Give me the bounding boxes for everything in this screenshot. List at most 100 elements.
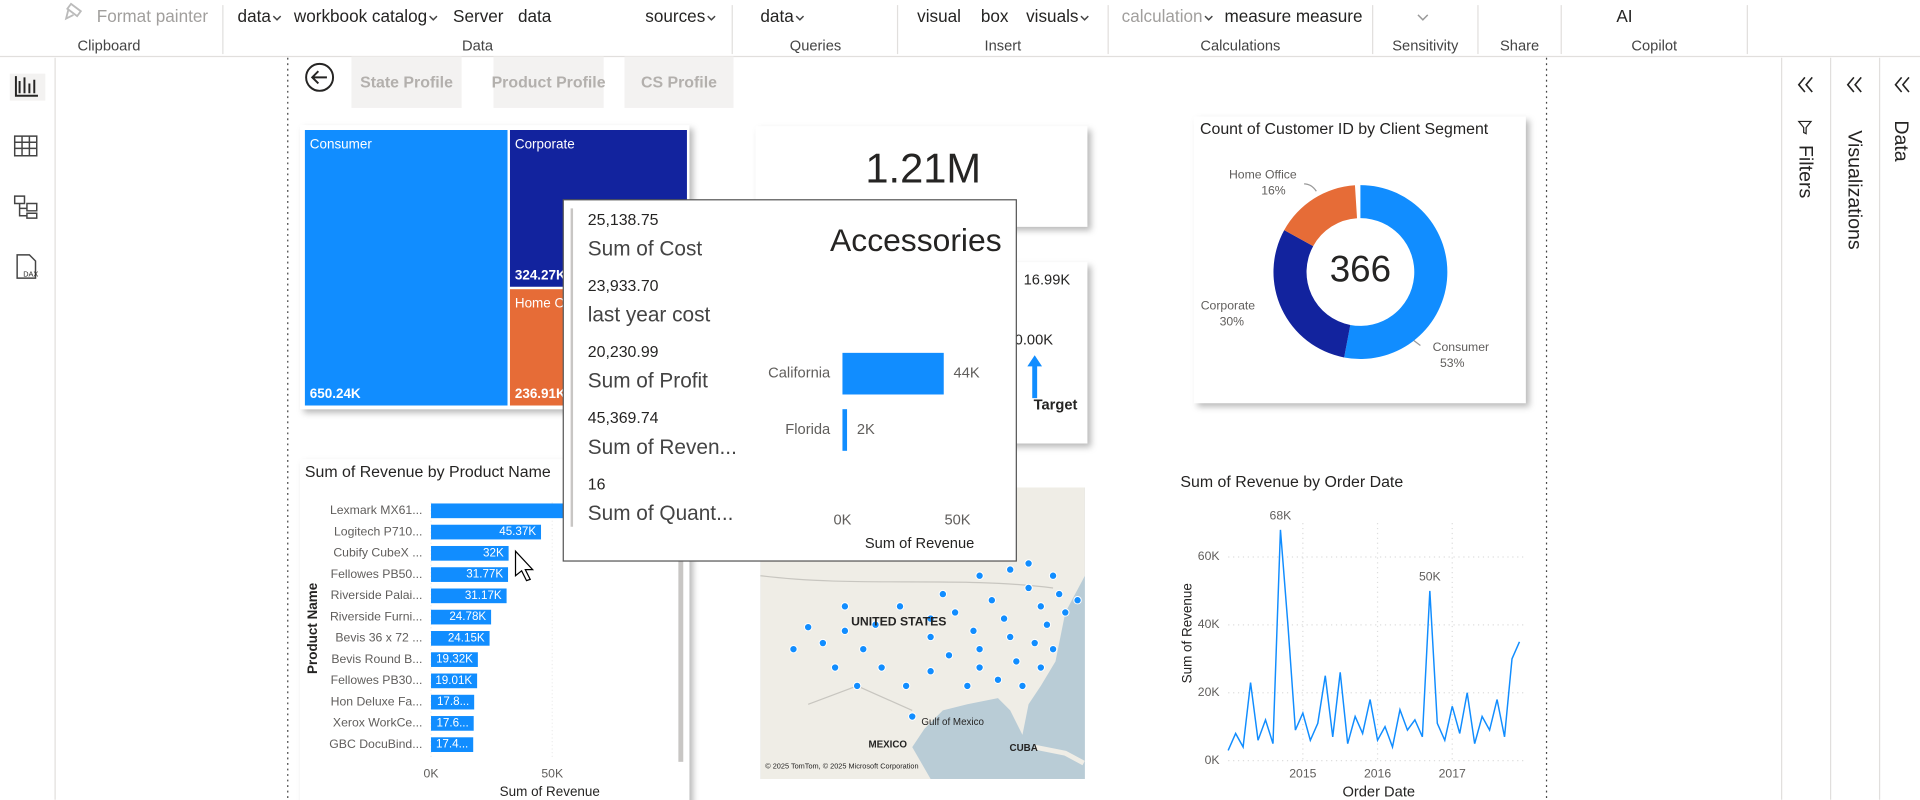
map-dot[interactable] [969,626,978,635]
line[interactable] [1227,529,1521,751]
map-dot[interactable] [963,681,972,691]
map-dot[interactable] [804,622,813,632]
y-tick-label: Hon Deluxe Fa... [331,694,423,708]
map-dot[interactable] [950,608,960,617]
map-dot[interactable] [944,651,954,660]
ribbon-button[interactable]: measure measure [1224,6,1362,26]
ribbon-button[interactable]: calculation [1122,6,1203,26]
ribbon-button[interactable]: AI [1616,6,1632,26]
map-dot[interactable] [926,667,935,676]
expand-data[interactable] [1894,76,1910,93]
bar[interactable] [431,588,507,604]
panes-bg [1781,57,1920,800]
donut-visual[interactable]: Count of Customer ID by Client Segment 3… [1193,116,1526,404]
nav-button[interactable] [351,56,462,108]
bar[interactable] [431,567,509,582]
y-tick-label: Logitech P710... [334,524,422,538]
x-tick-label: 50K [944,512,970,528]
nav-button[interactable] [624,56,734,108]
map-dot[interactable] [1048,571,1058,580]
map-dot[interactable] [830,663,840,672]
ribbon-button[interactable]: Format painter [97,6,209,26]
bar[interactable] [431,673,478,689]
map-dot[interactable] [908,712,917,721]
map-dot[interactable] [999,614,1009,623]
bar[interactable] [431,609,492,625]
ribbon-button[interactable]: sources [645,6,705,26]
ribbon-button[interactable]: workbook catalog [293,6,427,26]
bar[interactable] [431,716,474,731]
map-dot[interactable] [938,589,948,599]
map-dot[interactable] [926,632,935,642]
expand-filters[interactable] [1797,76,1813,93]
report-view-icon[interactable] [14,76,38,97]
map-dot[interactable] [975,663,984,672]
table-view-icon[interactable] [13,135,38,157]
ribbon-button[interactable]: box [981,6,1009,26]
ribbon-button[interactable]: data [760,6,794,26]
map-dot[interactable] [901,681,911,691]
map-dot[interactable] [1030,638,1039,648]
map-dot[interactable] [1055,589,1064,599]
dax-icon-mark: DAX [23,269,38,278]
line-visual[interactable]: Sum of Revenue by Order Date Sum of Reve… [1179,474,1527,800]
map-dot[interactable] [975,645,984,654]
dax-view-icon[interactable] [16,254,37,279]
map-dot[interactable] [1036,663,1045,672]
nav-button[interactable] [493,56,604,108]
map-dot[interactable] [993,675,1003,684]
bar[interactable] [431,524,542,540]
map-dot[interactable] [859,645,868,654]
bar[interactable] [431,545,509,561]
map-dot[interactable] [789,645,798,654]
treemap-cell[interactable] [304,130,508,406]
tooltip-label: Sum of Quant... [588,502,734,525]
nav-button-label: State Profile [360,75,453,92]
bar[interactable] [431,737,474,752]
map-dot[interactable] [1024,583,1033,593]
pane-tab[interactable]: Visualizations [1844,130,1866,250]
map-dot[interactable] [987,596,996,605]
point-label: 50K [1419,570,1442,584]
map-dot[interactable] [975,571,984,580]
ribbon-button[interactable]: Server [453,6,504,26]
map-dot[interactable] [1073,596,1082,605]
map-dot[interactable] [1006,565,1015,574]
bar[interactable] [431,694,475,710]
bar[interactable] [431,652,478,667]
map-dot[interactable] [1042,620,1052,629]
scrollbar[interactable] [678,490,684,762]
tooltip-value: 16 [588,476,606,493]
map-dot[interactable] [1036,602,1045,611]
bar[interactable] [431,503,589,519]
ribbon-button[interactable]: visual [917,6,961,26]
map-dot[interactable] [1012,657,1021,666]
map-dot[interactable] [840,626,850,635]
expand-visualizations[interactable] [1846,76,1862,93]
bar[interactable] [431,631,490,646]
map-dot[interactable] [852,681,862,691]
map-dot[interactable] [895,602,905,611]
map-dot[interactable] [1061,608,1070,617]
sensitivity-dropdown[interactable] [1417,14,1429,21]
pane-tab[interactable]: Filters [1795,145,1817,199]
donut-slice[interactable] [1344,185,1448,359]
donut-slice[interactable] [1284,185,1358,247]
map-dot[interactable] [840,602,850,611]
ribbon-button[interactable]: data [518,6,552,26]
map-dot[interactable] [1024,559,1033,568]
map-dot[interactable] [871,620,880,629]
map-dot[interactable] [1048,645,1058,654]
model-view-icon[interactable] [13,195,38,219]
map-dot[interactable] [818,638,828,648]
map-dot[interactable] [1018,681,1027,691]
map-dot[interactable] [926,614,935,623]
back-button[interactable] [305,62,335,92]
ribbon-button[interactable]: data [238,6,272,26]
pane-tab[interactable]: Data [1890,120,1912,161]
map-dot[interactable] [1006,632,1015,642]
map-dot[interactable] [877,663,886,672]
bar-title: Sum of Revenue by Product Name [305,464,551,481]
donut-slice[interactable] [1273,230,1351,358]
ribbon-button[interactable]: visuals [1026,6,1078,26]
